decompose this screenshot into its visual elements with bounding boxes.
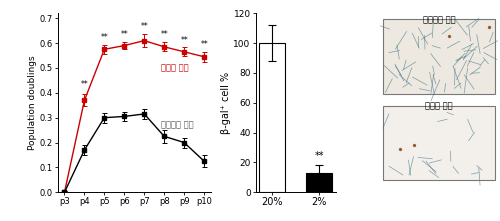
Y-axis label: Population doublings: Population doublings <box>28 55 36 150</box>
Text: **: ** <box>180 36 188 45</box>
Point <box>410 143 418 146</box>
Text: **: ** <box>120 30 128 39</box>
Text: 저산소 조건: 저산소 조건 <box>425 101 453 110</box>
Text: 정상산소 조건: 정상산소 조건 <box>422 15 456 24</box>
Text: 저산소 조건: 저산소 조건 <box>161 63 189 72</box>
FancyBboxPatch shape <box>383 19 495 94</box>
Y-axis label: β-gal⁺ cell %: β-gal⁺ cell % <box>220 72 230 134</box>
Text: 정상산소 조건: 정상산소 조건 <box>161 121 194 130</box>
Point <box>396 147 404 150</box>
Text: **: ** <box>140 22 148 31</box>
Text: **: ** <box>200 40 208 49</box>
Text: **: ** <box>160 30 168 39</box>
Bar <box>306 173 332 192</box>
Point <box>446 34 454 37</box>
Text: **: ** <box>100 33 108 42</box>
Point <box>485 25 493 29</box>
Text: **: ** <box>314 151 324 161</box>
Text: **: ** <box>80 80 88 89</box>
FancyBboxPatch shape <box>383 106 495 180</box>
Bar <box>259 43 285 192</box>
